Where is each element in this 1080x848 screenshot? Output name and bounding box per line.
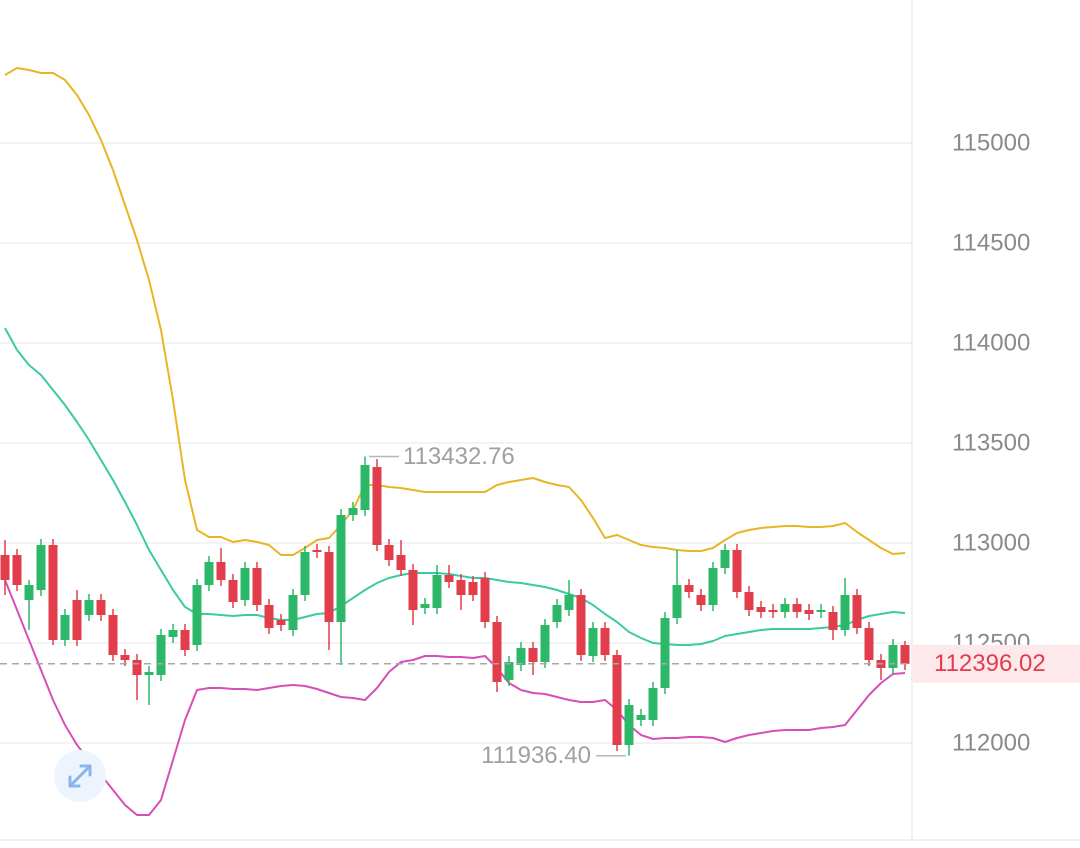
candle-body	[516, 648, 526, 665]
candle-body	[828, 612, 838, 630]
candle-body	[12, 555, 22, 585]
candle-body	[804, 610, 814, 614]
candle-body	[888, 645, 898, 668]
candle-body	[396, 555, 406, 570]
candle-body	[336, 515, 346, 622]
candle-body	[480, 578, 490, 622]
candle-body	[768, 610, 778, 612]
candle-body	[588, 628, 598, 656]
candle-body	[36, 545, 46, 590]
y-tick-label: 113500	[952, 429, 1030, 456]
candle-body	[300, 552, 310, 595]
candle-body	[840, 595, 850, 630]
candle-body	[240, 568, 250, 600]
candle-body	[792, 604, 802, 612]
candle-body	[216, 562, 226, 580]
candle-body	[84, 600, 94, 615]
y-tick-label: 114500	[952, 229, 1030, 256]
candle-body	[468, 582, 478, 595]
candle-body	[720, 550, 730, 568]
candle-body	[708, 568, 718, 605]
y-tick-label: 113000	[952, 529, 1030, 556]
candle-body	[348, 508, 358, 515]
candle-body	[660, 618, 670, 688]
bands	[4, 67, 906, 816]
candle-body	[192, 585, 202, 645]
candle-body	[684, 585, 694, 592]
candle-body	[60, 615, 70, 640]
candle-body	[408, 570, 418, 610]
candle-body	[732, 550, 742, 592]
candle-body	[144, 672, 154, 675]
candle-body	[756, 607, 766, 612]
candle-body	[276, 620, 286, 625]
candle-body	[492, 622, 502, 682]
candle-body	[852, 595, 862, 628]
candle-body	[204, 562, 214, 585]
candle-body	[816, 610, 826, 612]
candle-body	[900, 645, 910, 664]
candle-body	[324, 552, 334, 622]
candle-body	[156, 635, 166, 675]
candle-body	[108, 615, 118, 655]
annotation-label: 111936.40	[481, 742, 591, 769]
candle-body	[360, 465, 370, 510]
grid	[0, 142, 912, 744]
candle-body	[0, 555, 10, 580]
candle-body	[252, 568, 262, 605]
candle-body	[24, 585, 34, 600]
candle-body	[612, 655, 622, 745]
candle-body	[552, 605, 562, 622]
candle-body	[180, 630, 190, 650]
candle-body	[624, 705, 634, 745]
zoom-button[interactable]	[54, 750, 106, 802]
annotations: 113432.76 111936.40	[369, 443, 626, 769]
candle-body	[120, 655, 130, 660]
candle-body	[696, 595, 706, 605]
candle-body	[564, 595, 574, 610]
candle-body	[780, 604, 790, 612]
y-tick-label: 115000	[952, 129, 1030, 156]
candle-body	[372, 467, 382, 545]
candle-body	[420, 604, 430, 608]
candle-body	[456, 580, 466, 595]
candle-body	[744, 592, 754, 610]
y-tick-label: 112000	[952, 729, 1030, 756]
last-price-label: 112396.02	[934, 650, 1046, 677]
candle-body	[168, 630, 178, 637]
candle-body	[384, 545, 394, 560]
annotation-label: 113432.76	[403, 443, 515, 470]
zoom-icon[interactable]	[68, 764, 92, 788]
candles	[0, 456, 910, 756]
candle-body	[432, 575, 442, 608]
last-price: 112396.02	[0, 644, 1080, 683]
candle-body	[312, 550, 322, 552]
candle-body	[48, 545, 58, 640]
candle-body	[576, 595, 586, 655]
candle-body	[864, 628, 874, 660]
band-line	[4, 579, 906, 816]
candle-body	[600, 628, 610, 655]
candle-body	[132, 660, 142, 675]
candle-body	[264, 605, 274, 628]
candle-body	[636, 715, 646, 720]
candle-body	[228, 580, 238, 602]
candle-body	[96, 600, 106, 615]
candle-body	[288, 595, 298, 630]
candle-body	[528, 648, 538, 662]
candle-body	[648, 688, 658, 720]
last-price-box	[913, 644, 1080, 683]
candle-body	[672, 585, 682, 618]
candle-body	[504, 662, 514, 680]
band-line	[4, 327, 906, 646]
candle-body	[72, 600, 82, 640]
band-line	[4, 67, 906, 556]
candle-body	[444, 575, 454, 582]
candle-body	[540, 625, 550, 662]
y-tick-label: 114000	[952, 329, 1030, 356]
